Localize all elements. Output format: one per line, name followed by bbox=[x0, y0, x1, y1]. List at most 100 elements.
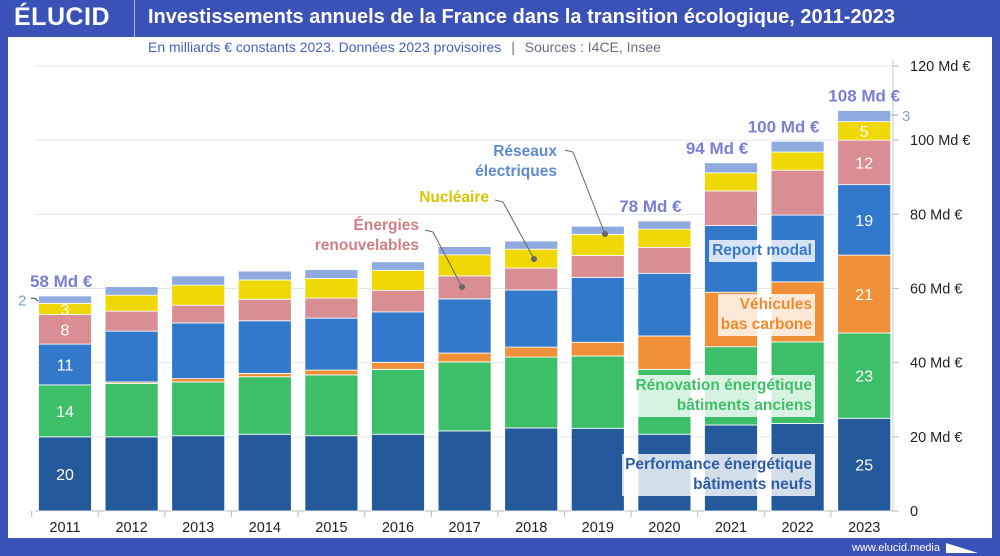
bar-segment bbox=[570, 255, 625, 278]
x-tick-label: 2013 bbox=[182, 520, 214, 536]
total-label: 78 Md € bbox=[619, 197, 682, 216]
bar-segment bbox=[570, 276, 625, 343]
callout-line bbox=[494, 199, 535, 260]
leader-line bbox=[30, 297, 39, 302]
bar-segment bbox=[570, 233, 625, 256]
callout-dot bbox=[602, 231, 608, 237]
elucid-flag-icon bbox=[946, 543, 978, 553]
bar-segment bbox=[371, 361, 425, 370]
y-tick-label: 40 Md € bbox=[910, 356, 962, 372]
bar-segment bbox=[304, 374, 359, 437]
bar-segment bbox=[104, 330, 159, 383]
x-tick-label: 2022 bbox=[781, 520, 813, 536]
bar-segment bbox=[171, 275, 226, 286]
bar-segment bbox=[38, 343, 92, 386]
bar-segment bbox=[371, 269, 425, 291]
subtitle-separator: | bbox=[511, 39, 515, 55]
y-tick-label: 0 bbox=[910, 504, 918, 520]
bar-segment bbox=[237, 433, 292, 512]
bar-segment bbox=[504, 346, 559, 358]
bar-segment bbox=[704, 162, 758, 174]
series-label: Énergies renouvelables bbox=[314, 217, 419, 254]
bar-segment bbox=[837, 110, 892, 123]
total-label: 100 Md € bbox=[748, 117, 820, 136]
bar-segment bbox=[371, 311, 425, 363]
logo: ÉLUCID bbox=[14, 3, 111, 31]
bar-segment bbox=[237, 320, 292, 374]
series-label: Rénovation énergétique bâtiments anciens bbox=[632, 375, 815, 417]
bar-segment bbox=[504, 240, 559, 250]
x-tick-label: 2015 bbox=[315, 520, 347, 536]
bar-segment bbox=[371, 433, 425, 512]
value-label: 19 bbox=[855, 213, 873, 230]
bar-segment bbox=[237, 298, 292, 322]
bar-segment bbox=[837, 417, 892, 512]
bar-segment bbox=[38, 314, 92, 345]
bar-segment bbox=[504, 356, 559, 429]
bar-segment bbox=[637, 220, 692, 230]
value-label: 20 bbox=[56, 467, 74, 484]
bar-segment bbox=[770, 169, 825, 216]
bar-segment bbox=[304, 297, 359, 319]
bar-segment bbox=[437, 254, 492, 277]
x-tick-label: 2019 bbox=[582, 520, 614, 536]
header-divider bbox=[134, 0, 135, 37]
bar-segment bbox=[837, 254, 892, 334]
bar-segment bbox=[570, 427, 625, 512]
callout-dot bbox=[459, 284, 465, 290]
bar-segment bbox=[371, 289, 425, 313]
bar-segment bbox=[371, 261, 425, 271]
bar-segment bbox=[637, 246, 692, 274]
bar-segment bbox=[171, 284, 226, 306]
bar-segment bbox=[437, 352, 492, 363]
bar-segment bbox=[237, 270, 292, 281]
bar-segment bbox=[171, 304, 226, 324]
value-label: 21 bbox=[855, 287, 873, 304]
value-label: 3 bbox=[61, 302, 70, 319]
bar-segment bbox=[770, 140, 825, 153]
x-tick-label: 2020 bbox=[648, 520, 680, 536]
series-label: Véhicules bas carbone bbox=[717, 294, 815, 336]
bar-segment bbox=[304, 278, 359, 299]
x-tick-label: 2021 bbox=[715, 520, 747, 536]
x-tick-label: 2016 bbox=[382, 520, 414, 536]
bar-segment bbox=[504, 427, 559, 512]
bar-segment bbox=[637, 335, 692, 370]
bar-segment bbox=[437, 298, 492, 354]
y-tick-label: 20 Md € bbox=[910, 430, 962, 446]
bar-segment bbox=[304, 269, 359, 279]
x-tick-label: 2018 bbox=[515, 520, 547, 536]
bar-segment bbox=[837, 139, 892, 186]
bar-segment bbox=[371, 368, 425, 435]
bar-segment bbox=[437, 246, 492, 256]
total-label: 94 Md € bbox=[686, 139, 749, 158]
bar-segment bbox=[837, 184, 892, 256]
x-tick-label: 2014 bbox=[249, 520, 281, 536]
value-label: 12 bbox=[855, 155, 873, 172]
value-label: 25 bbox=[855, 458, 873, 475]
bar-segment bbox=[770, 151, 825, 171]
total-label: 108 Md € bbox=[828, 87, 900, 106]
series-label: Report modal bbox=[709, 240, 815, 262]
subtitle-sources: Sources : I4CE, Insee bbox=[524, 39, 661, 55]
bar-segment bbox=[304, 317, 359, 371]
bar-segment bbox=[570, 341, 625, 357]
bar-segment bbox=[570, 355, 625, 429]
callout-line bbox=[424, 229, 463, 288]
value-label: 23 bbox=[855, 369, 873, 386]
x-tick-label: 2011 bbox=[49, 520, 80, 536]
bar-segment bbox=[104, 310, 159, 332]
y-tick-label: 80 Md € bbox=[910, 207, 962, 223]
value-label: 14 bbox=[56, 404, 74, 421]
footer-url[interactable]: www.elucid.media bbox=[851, 542, 940, 554]
series-label: Réseaux électriques bbox=[475, 143, 557, 180]
bar-segment bbox=[570, 225, 625, 235]
bar-segment bbox=[237, 279, 292, 300]
callout-dot bbox=[531, 256, 537, 262]
x-tick-label: 2023 bbox=[848, 520, 880, 536]
callout-line bbox=[564, 149, 606, 235]
subtitle-main: En milliards € constants 2023. Données 2… bbox=[148, 39, 502, 55]
series-label: Nucléaire bbox=[419, 189, 489, 206]
x-tick-label: 2017 bbox=[448, 520, 480, 536]
